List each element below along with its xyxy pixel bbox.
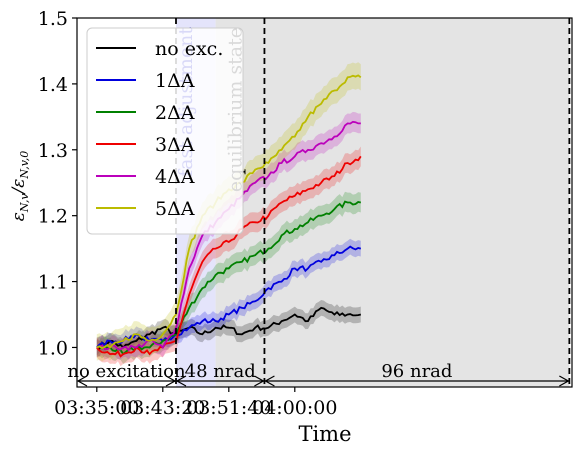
y-label-slash: /ε bbox=[9, 179, 29, 196]
phase-arrowhead-right-1 bbox=[254, 375, 265, 387]
y-tick-label-3: 1.3 bbox=[38, 140, 68, 162]
background-spans bbox=[176, 18, 570, 387]
axis-ticks: 1.0 1.1 1.2 1.3 1.4 1.5 03:35:0003:43:2003:51:… bbox=[38, 8, 338, 419]
phase-arrowhead-left-0 bbox=[76, 375, 88, 387]
x-tick-label-3: 04:00:00 bbox=[252, 397, 337, 419]
span-1 bbox=[215, 18, 570, 387]
y-axis-label: εN,v/εN,v,0 bbox=[9, 151, 31, 221]
y-tick-label-5: 1.5 bbox=[38, 8, 68, 30]
y-tick-label-0: 1.0 bbox=[38, 337, 68, 359]
phase-arrowhead-right-2 bbox=[559, 375, 570, 387]
legend-label-3: 3ΔA bbox=[155, 134, 195, 156]
phase-label-0: no excitation bbox=[67, 361, 186, 382]
y-tick-label-4: 1.4 bbox=[38, 74, 68, 96]
y-label-sub2: N,v,0 bbox=[18, 151, 31, 180]
legend-label-2: 2ΔA bbox=[155, 102, 195, 124]
phase-arrowhead-left-2 bbox=[264, 375, 275, 387]
plot-frame bbox=[76, 17, 573, 388]
phase-label-2: 96 nrad bbox=[381, 361, 452, 382]
phase-label-1: 48 nrad bbox=[185, 361, 256, 382]
x-axis-label: Time bbox=[298, 422, 351, 446]
x-tick-label-2: 03:51:40 bbox=[186, 397, 271, 419]
y-label-sub1: N,v bbox=[18, 193, 31, 213]
y-tick-label-2: 1.2 bbox=[38, 206, 68, 228]
y-tick-label-1: 1.1 bbox=[38, 272, 68, 294]
x-tick-label-1: 03:43:20 bbox=[120, 397, 205, 419]
legend-label-1: 1ΔA bbox=[155, 70, 195, 92]
x-tick-label-0: 03:35:00 bbox=[54, 397, 139, 419]
legend-label-0: no exc. bbox=[155, 38, 223, 60]
y-label-eps: ε bbox=[9, 212, 29, 221]
band-series-3 bbox=[96, 146, 361, 367]
legend: no exc. 1ΔA 2ΔA 3ΔA 4ΔA 5ΔA bbox=[86, 27, 244, 235]
legend-label-4: 4ΔA bbox=[155, 166, 195, 188]
phase-arrowhead-right-0 bbox=[165, 375, 177, 387]
phase-arrowhead-left-1 bbox=[175, 375, 187, 387]
band-series-2 bbox=[96, 191, 361, 364]
legend-label-5: 5ΔA bbox=[155, 198, 195, 220]
